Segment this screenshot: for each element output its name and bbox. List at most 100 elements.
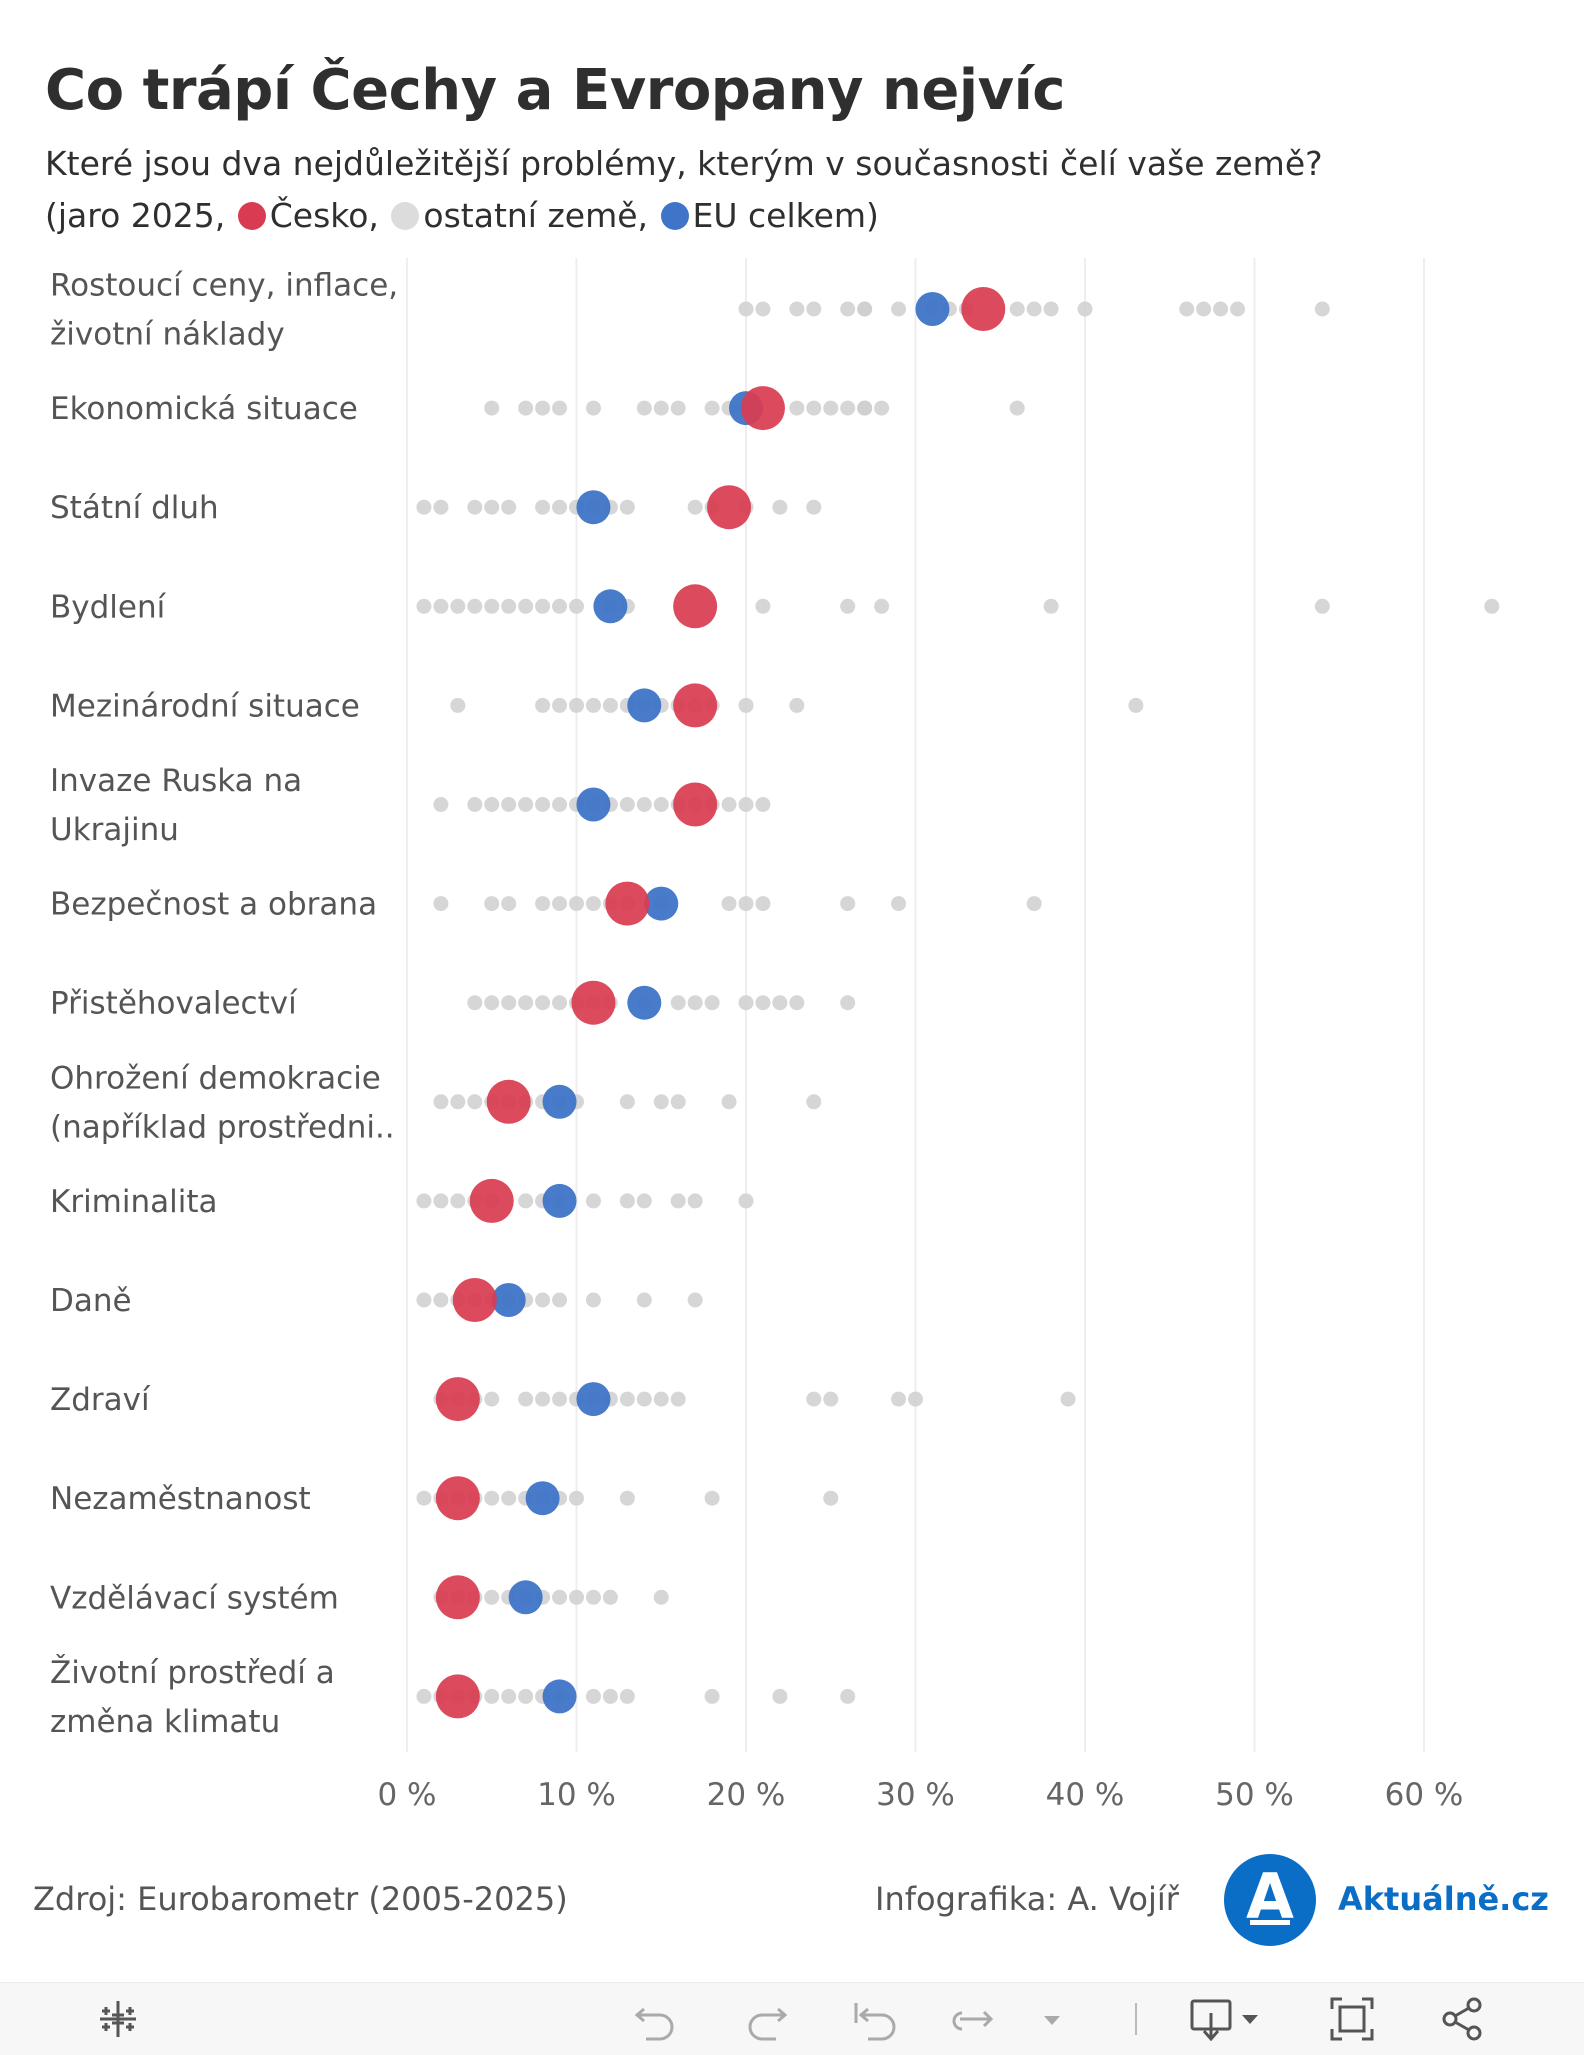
other-country-point[interactable] (518, 598, 534, 614)
other-country-point[interactable] (840, 995, 856, 1011)
other-country-point[interactable] (653, 1589, 669, 1605)
other-country-point[interactable] (518, 995, 534, 1011)
other-country-point[interactable] (789, 400, 805, 416)
other-country-point[interactable] (823, 1391, 839, 1407)
other-country-point[interactable] (840, 598, 856, 614)
other-country-point[interactable] (738, 697, 754, 713)
other-country-point[interactable] (484, 598, 500, 614)
other-country-point[interactable] (535, 598, 551, 614)
cz-point[interactable] (435, 1476, 480, 1521)
other-country-point[interactable] (772, 995, 788, 1011)
dot-plot-chart[interactable]: Rostoucí ceny, inflace, životní náklady Ek… (0, 0, 1584, 1840)
other-country-point[interactable] (1060, 1391, 1076, 1407)
other-country-point[interactable] (416, 499, 432, 515)
other-country-point[interactable] (840, 400, 856, 416)
other-country-point[interactable] (585, 1292, 601, 1308)
data-points[interactable] (416, 287, 1500, 1719)
other-country-point[interactable] (1077, 301, 1093, 317)
other-country-point[interactable] (1314, 598, 1330, 614)
other-country-point[interactable] (772, 1688, 788, 1704)
brand-name-link[interactable]: Aktuálně.cz (1338, 1880, 1549, 1918)
other-country-point[interactable] (687, 995, 703, 1011)
other-country-point[interactable] (552, 995, 568, 1011)
eu-point[interactable] (508, 1580, 543, 1615)
cz-point[interactable] (435, 1377, 480, 1422)
fullscreen-icon[interactable] (1328, 1995, 1376, 2043)
other-country-point[interactable] (416, 1490, 432, 1506)
redo-icon[interactable] (742, 1995, 790, 2043)
other-country-point[interactable] (653, 1094, 669, 1110)
other-country-point[interactable] (518, 797, 534, 812)
other-country-point[interactable] (636, 797, 652, 812)
other-country-point[interactable] (653, 797, 669, 812)
other-country-point[interactable] (670, 1391, 686, 1407)
other-country-point[interactable] (552, 598, 568, 614)
other-country-point[interactable] (653, 400, 669, 416)
eu-point[interactable] (576, 1382, 611, 1417)
other-country-point[interactable] (789, 301, 805, 317)
undo-icon[interactable] (632, 1995, 680, 2043)
other-country-point[interactable] (840, 301, 856, 317)
other-country-point[interactable] (450, 1193, 466, 1209)
other-country-point[interactable] (552, 896, 568, 912)
other-country-point[interactable] (755, 301, 771, 317)
other-country-point[interactable] (891, 1391, 907, 1407)
other-country-point[interactable] (670, 1094, 686, 1110)
other-country-point[interactable] (518, 400, 534, 416)
other-country-point[interactable] (772, 499, 788, 515)
other-country-point[interactable] (636, 1193, 652, 1209)
other-country-point[interactable] (721, 1094, 737, 1110)
cz-point[interactable] (486, 1079, 531, 1124)
other-country-point[interactable] (619, 1688, 635, 1704)
other-country-point[interactable] (738, 995, 754, 1011)
other-country-point[interactable] (585, 400, 601, 416)
eu-point[interactable] (576, 787, 611, 822)
other-country-point[interactable] (602, 1688, 618, 1704)
other-country-point[interactable] (535, 697, 551, 713)
share-icon[interactable] (1438, 1995, 1486, 2043)
other-country-point[interactable] (535, 400, 551, 416)
other-country-point[interactable] (738, 896, 754, 912)
other-country-point[interactable] (755, 598, 771, 614)
other-country-point[interactable] (467, 995, 483, 1011)
other-country-point[interactable] (840, 1688, 856, 1704)
other-country-point[interactable] (433, 1094, 449, 1110)
other-country-point[interactable] (619, 1391, 635, 1407)
other-country-point[interactable] (552, 1589, 568, 1605)
eu-point[interactable] (542, 1679, 577, 1714)
other-country-point[interactable] (704, 1490, 720, 1506)
other-country-point[interactable] (874, 598, 890, 614)
cz-point[interactable] (961, 287, 1006, 331)
other-country-point[interactable] (501, 598, 517, 614)
other-country-point[interactable] (619, 1193, 635, 1209)
other-country-point[interactable] (552, 797, 568, 812)
other-country-point[interactable] (755, 995, 771, 1011)
other-country-point[interactable] (467, 1094, 483, 1110)
revert-icon[interactable] (852, 1995, 900, 2043)
dropdown-arrow-icon[interactable] (1028, 1995, 1068, 2043)
other-country-point[interactable] (602, 697, 618, 713)
other-country-point[interactable] (806, 499, 822, 515)
other-country-point[interactable] (857, 301, 873, 317)
other-country-point[interactable] (433, 1292, 449, 1308)
other-country-point[interactable] (806, 1391, 822, 1407)
other-country-point[interactable] (416, 1688, 432, 1704)
eu-point[interactable] (525, 1481, 560, 1516)
other-country-point[interactable] (501, 995, 517, 1011)
other-country-point[interactable] (501, 1688, 517, 1704)
other-country-point[interactable] (585, 1193, 601, 1209)
other-country-point[interactable] (484, 1490, 500, 1506)
other-country-point[interactable] (670, 995, 686, 1011)
other-country-point[interactable] (1213, 301, 1229, 317)
other-country-point[interactable] (704, 400, 720, 416)
other-country-point[interactable] (840, 896, 856, 912)
other-country-point[interactable] (908, 1391, 923, 1407)
other-country-point[interactable] (891, 301, 907, 317)
other-country-point[interactable] (433, 896, 449, 912)
other-country-point[interactable] (484, 995, 500, 1011)
other-country-point[interactable] (450, 1094, 466, 1110)
cz-point[interactable] (435, 1674, 480, 1719)
other-country-point[interactable] (1128, 697, 1144, 713)
other-country-point[interactable] (552, 1391, 568, 1407)
other-country-point[interactable] (891, 896, 907, 912)
